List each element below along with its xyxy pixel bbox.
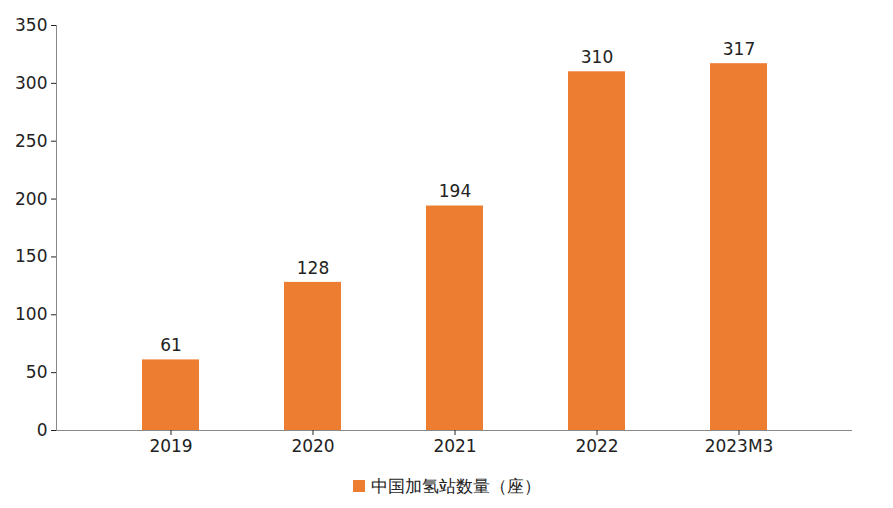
svg-text:310: 310 bbox=[581, 47, 613, 67]
svg-text:2020: 2020 bbox=[291, 436, 334, 456]
svg-text:194: 194 bbox=[439, 181, 471, 201]
svg-text:50: 50 bbox=[26, 362, 48, 382]
svg-text:61: 61 bbox=[160, 335, 182, 355]
svg-text:2021: 2021 bbox=[433, 436, 476, 456]
svg-text:100: 100 bbox=[15, 304, 47, 324]
html-text:中国加氢站数量（座）: 中国加氢站数量（座） bbox=[370, 475, 541, 496]
svg-text:128: 128 bbox=[297, 258, 329, 278]
svg-text:317: 317 bbox=[723, 39, 755, 59]
svg-text:350: 350 bbox=[15, 15, 47, 35]
svg-text:2019: 2019 bbox=[149, 436, 192, 456]
svg-text:2022: 2022 bbox=[575, 436, 618, 456]
svg-text:200: 200 bbox=[15, 189, 47, 209]
svg-text:150: 150 bbox=[15, 246, 47, 266]
svg-text:2023M3: 2023M3 bbox=[705, 436, 774, 456]
svg-text:300: 300 bbox=[15, 73, 47, 93]
svg-text:0: 0 bbox=[37, 420, 48, 440]
svg-text:250: 250 bbox=[15, 131, 47, 151]
